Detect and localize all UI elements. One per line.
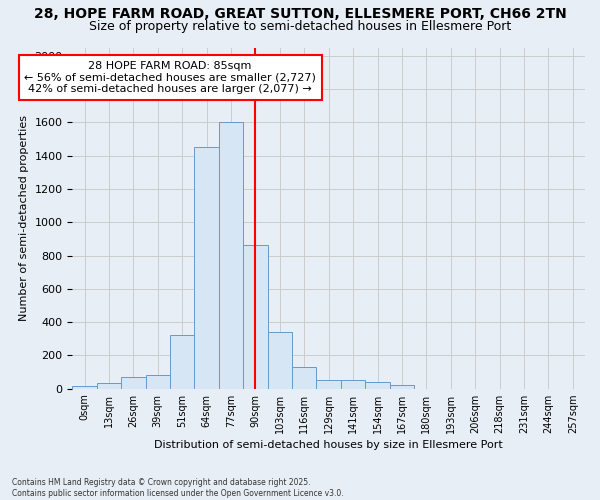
Text: 28 HOPE FARM ROAD: 85sqm
← 56% of semi-detached houses are smaller (2,727)
42% o: 28 HOPE FARM ROAD: 85sqm ← 56% of semi-d… <box>24 61 316 94</box>
Bar <box>390 386 414 388</box>
Bar <box>73 386 97 388</box>
Bar <box>316 380 341 388</box>
Bar <box>268 332 292 388</box>
Bar <box>243 244 268 388</box>
Text: Size of property relative to semi-detached houses in Ellesmere Port: Size of property relative to semi-detach… <box>89 20 511 33</box>
Bar <box>365 382 390 388</box>
Bar <box>97 383 121 388</box>
Bar <box>170 336 194 388</box>
Bar <box>292 367 316 388</box>
Y-axis label: Number of semi-detached properties: Number of semi-detached properties <box>19 115 29 321</box>
Bar <box>121 377 146 388</box>
Bar <box>146 376 170 388</box>
Bar <box>219 122 243 388</box>
Text: Contains HM Land Registry data © Crown copyright and database right 2025.
Contai: Contains HM Land Registry data © Crown c… <box>12 478 344 498</box>
Bar <box>341 380 365 388</box>
Text: 28, HOPE FARM ROAD, GREAT SUTTON, ELLESMERE PORT, CH66 2TN: 28, HOPE FARM ROAD, GREAT SUTTON, ELLESM… <box>34 8 566 22</box>
Bar <box>194 148 219 388</box>
X-axis label: Distribution of semi-detached houses by size in Ellesmere Port: Distribution of semi-detached houses by … <box>154 440 503 450</box>
